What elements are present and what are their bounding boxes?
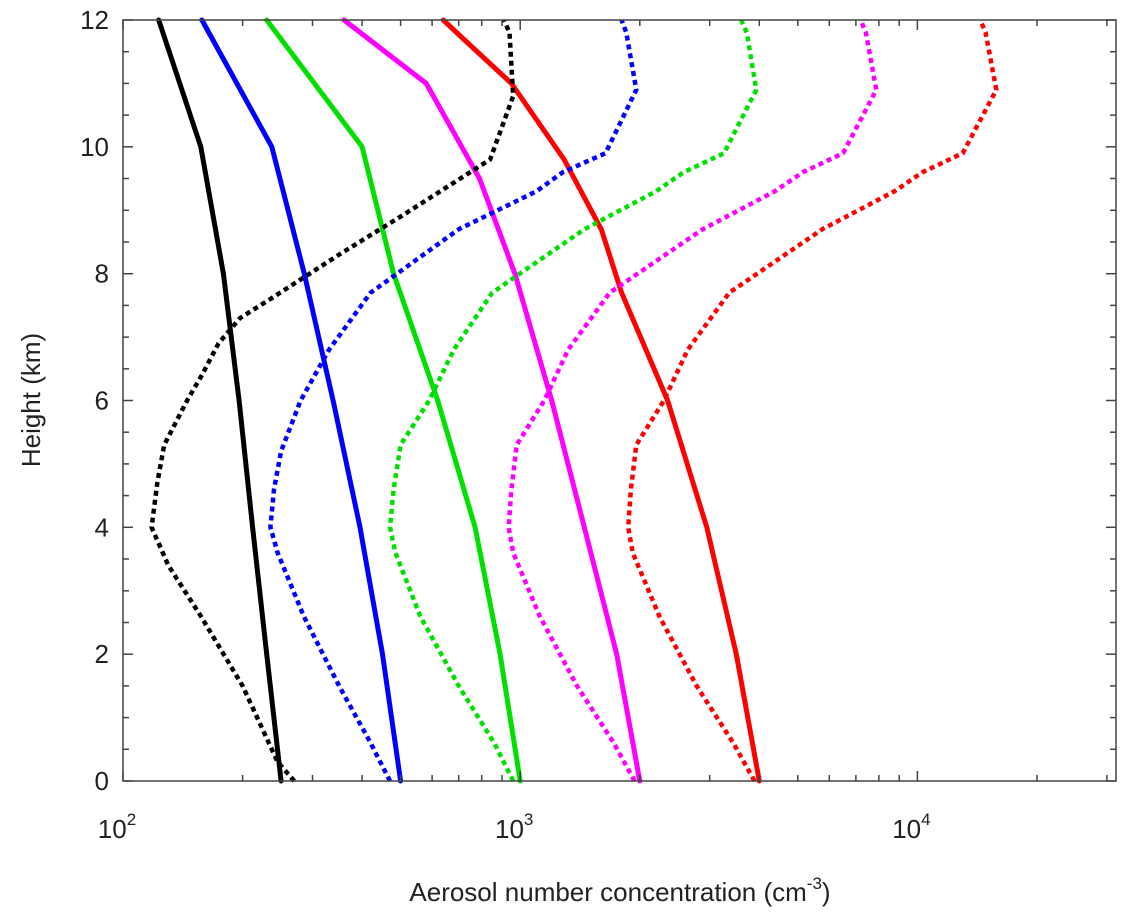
y-tick-label: 4 bbox=[95, 512, 109, 542]
x-tick-label: 102 bbox=[98, 810, 136, 844]
series-layer bbox=[149, 17, 999, 784]
series-7-dotted-line bbox=[268, 19, 639, 783]
series-1-solid-line bbox=[156, 17, 284, 784]
y-tick-label: 2 bbox=[95, 639, 109, 669]
series-8-dotted-line bbox=[387, 19, 759, 783]
x-tick-label: 103 bbox=[495, 810, 533, 844]
series-9-dotted-line bbox=[506, 19, 879, 783]
series-4-solid-line bbox=[341, 17, 643, 784]
ticks-layer bbox=[122, 19, 1116, 782]
series-2-solid-line bbox=[199, 17, 404, 784]
x-axis-title: Aerosol number concentration (cm-3) bbox=[409, 874, 830, 907]
x-axis-title-text: Aerosol number concentration (cm bbox=[409, 877, 806, 907]
labels-layer: 0 2 4 6 8 10 12 102 103 104 bbox=[80, 5, 931, 844]
y-tick-label: 12 bbox=[80, 5, 109, 35]
y-axis-title: Height (km) bbox=[16, 333, 46, 467]
series-10-dotted-line bbox=[625, 19, 999, 783]
x-axis-title-superscript: -3 bbox=[807, 874, 822, 893]
y-tick-label: 8 bbox=[95, 259, 109, 289]
series-3-solid-line bbox=[264, 17, 523, 784]
x-tick-label: 104 bbox=[892, 810, 930, 844]
series-5-solid-line bbox=[440, 17, 762, 784]
y-tick-label: 6 bbox=[95, 386, 109, 416]
y-tick-label: 0 bbox=[95, 766, 109, 796]
series-6-dotted-line bbox=[149, 19, 516, 783]
x-axis-title-suffix: ) bbox=[822, 877, 831, 907]
y-tick-label: 10 bbox=[80, 132, 109, 162]
